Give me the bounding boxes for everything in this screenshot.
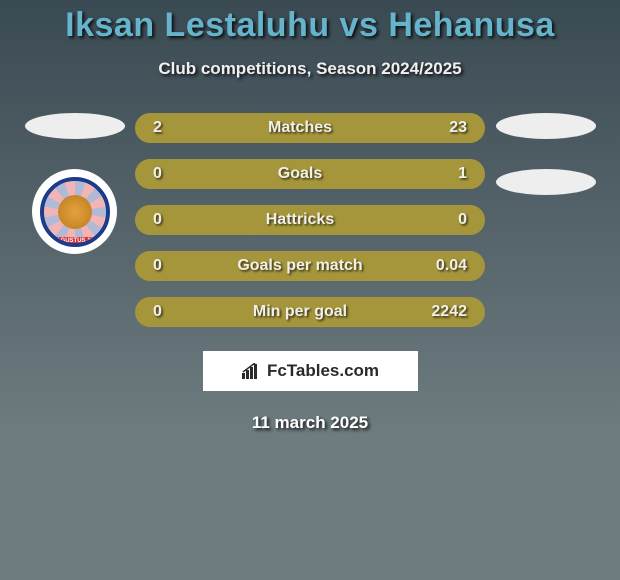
stat-label: Goals per match [183, 257, 417, 275]
stat-label: Min per goal [183, 303, 417, 321]
chart-bars-icon [241, 363, 261, 379]
main-row: 11 AGUSTUS 1987 2 Matches 23 0 Goals 1 0… [0, 113, 620, 327]
content-root: Iksan Lestaluhu vs Hehanusa Club competi… [0, 0, 620, 580]
left-side-column: 11 AGUSTUS 1987 [22, 113, 127, 254]
stat-row-min-per-goal: 0 Min per goal 2242 [135, 297, 485, 327]
stat-left-value: 0 [153, 257, 183, 275]
club-placeholder-right [496, 169, 596, 195]
page-title: Iksan Lestaluhu vs Hehanusa [65, 6, 555, 45]
stat-left-value: 0 [153, 165, 183, 183]
brand-box[interactable]: FcTables.com [203, 351, 418, 391]
stat-row-goals: 0 Goals 1 [135, 159, 485, 189]
stats-column: 2 Matches 23 0 Goals 1 0 Hattricks 0 0 G… [135, 113, 485, 327]
stat-row-hattricks: 0 Hattricks 0 [135, 205, 485, 235]
stat-row-goals-per-match: 0 Goals per match 0.04 [135, 251, 485, 281]
stat-right-value: 2242 [417, 303, 467, 321]
club-badge-inner: 11 AGUSTUS 1987 [40, 177, 110, 247]
stat-left-value: 0 [153, 303, 183, 321]
stat-right-value: 0.04 [417, 257, 467, 275]
date-line: 11 march 2025 [252, 413, 368, 433]
stat-right-value: 1 [417, 165, 467, 183]
page-subtitle: Club competitions, Season 2024/2025 [158, 59, 461, 79]
stat-row-matches: 2 Matches 23 [135, 113, 485, 143]
club-badge-left: 11 AGUSTUS 1987 [32, 169, 117, 254]
stat-label: Hattricks [183, 211, 417, 229]
brand-text: FcTables.com [267, 361, 379, 381]
right-side-column [493, 113, 598, 195]
stat-right-value: 23 [417, 119, 467, 137]
stat-left-value: 0 [153, 211, 183, 229]
player-placeholder-left [25, 113, 125, 139]
stat-label: Goals [183, 165, 417, 183]
player-placeholder-right [496, 113, 596, 139]
stat-label: Matches [183, 119, 417, 137]
badge-date-text: 11 AGUSTUS 1987 [44, 237, 104, 245]
stat-right-value: 0 [417, 211, 467, 229]
badge-lion-icon [58, 195, 92, 229]
stat-left-value: 2 [153, 119, 183, 137]
